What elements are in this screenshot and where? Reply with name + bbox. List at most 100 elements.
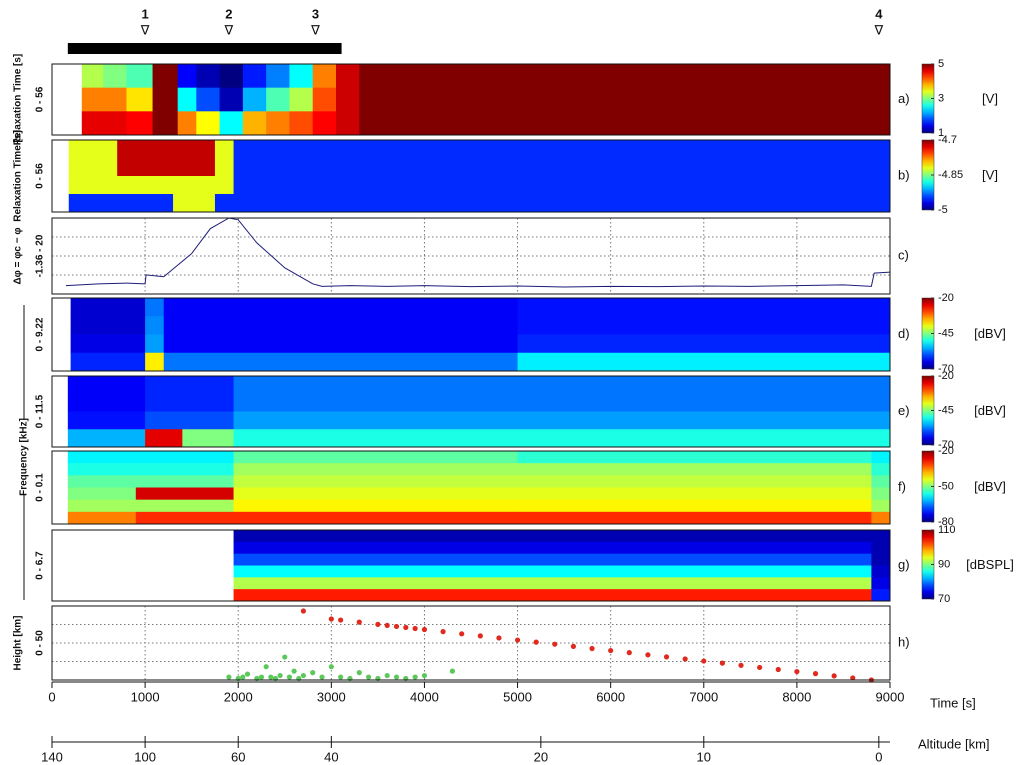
heatmap-cell [233,541,872,555]
heatmap-cell [335,87,360,112]
range-label: 0 - 11.5 [35,394,46,428]
scatter-point [277,672,283,679]
heatmap-cell [173,158,216,177]
heatmap-cell [152,87,179,112]
scatter-point [514,637,521,643]
event-label: 4 [875,6,883,21]
heatmap-cell [312,87,337,112]
heatmap-cell [517,463,872,476]
heatmap-cell [67,475,137,488]
colorbar-tick-label: -70 [938,439,954,451]
range-label: 0 - 56 [35,163,46,189]
heatmap-cell [67,429,146,448]
heatmap-cell [182,393,235,412]
panel [52,298,891,372]
range-label: 0 - 0.1 [35,473,46,502]
scatter-point [421,626,428,633]
panel-frame [51,139,891,213]
heatmap-cell [103,64,127,89]
heatmap-cell [289,64,314,89]
y-axis-label: Height [km] [13,616,24,671]
heatmap-cell [145,352,165,372]
heatmap-cell [871,487,891,501]
range-label: -1.36 - 20 [35,234,46,277]
scatter-point [319,674,325,680]
scatter-point [291,668,297,674]
unit-label: [V] [982,167,998,182]
heatmap-cell [517,352,891,372]
x-tick-label: 0 [48,689,55,704]
heatmap-cell [67,487,137,501]
heatmap-cell [177,87,197,112]
scatter-point [310,670,316,676]
scatter-point [589,645,595,652]
heatmap-cell [312,111,337,136]
heatmap-cell [67,451,137,464]
panel-background [52,218,890,294]
colorbar-tick-label: 90 [938,558,950,570]
x-tick-label: 1000 [131,689,160,704]
panel-label: d) [898,326,910,341]
panel-frame [51,529,891,602]
heatmap-cell [359,87,891,112]
heatmap-cell [126,64,154,89]
scatter-point [663,654,670,660]
heatmap-cell [233,376,891,395]
colorbar-tick-label: -20 [938,292,954,304]
event-label: 3 [312,6,319,21]
heatmap-cell [214,158,235,177]
heatmap-cell [67,463,137,476]
event-label: 1 [141,6,148,21]
colorbar-tick-label: 70 [938,593,950,605]
heatmap-cell [871,541,891,555]
colorbar-tick-label: 5 [938,58,944,70]
heatmap-cell [359,111,891,136]
scatter-point [701,658,707,664]
heatmap-cell [68,194,118,213]
unit-label: [dBSPL] [966,557,1014,572]
heatmap-cell [70,334,146,354]
scatter-point [831,673,837,679]
altitude-tick-label: 40 [324,749,338,764]
heatmap-cell [312,64,337,89]
heatmap-cell [173,176,216,195]
panel [52,217,891,294]
colorbar-tick-label: -4.7 [938,134,957,146]
heatmap-cell [68,158,118,177]
scatter-point [757,664,763,671]
heatmap-cell [233,475,519,488]
range-label: 0 - 50 [35,630,46,656]
panel-frame [51,297,891,372]
event-marker: ∇ [310,22,320,37]
unit-label: [dBV] [974,326,1006,341]
altitude-axis-label: Altitude [km] [918,736,990,751]
heatmap-cell [117,158,174,177]
colorbar-tick-label: -80 [938,516,954,528]
heatmap-cell [871,530,891,543]
scatter-point [356,619,362,625]
panel-label: a) [898,91,910,106]
heatmap-cell [152,111,179,136]
colorbar-tick-label: -45 [938,404,954,416]
scatter-point [226,674,232,680]
heatmap-cell [173,140,216,159]
heatmap-cell [871,499,891,513]
scatter-point [393,623,400,630]
unit-label: [V] [982,91,998,106]
heatmap-cell [214,176,235,195]
scatter-point [459,631,465,637]
heatmap-cell [335,111,360,136]
heatmap-cell [67,511,137,525]
heatmap-cell [233,158,891,177]
scatter-point [850,675,856,681]
heatmap-cell [214,194,235,213]
scatter-point [552,641,558,647]
scatter-point [608,647,614,654]
unit-label: [dBV] [974,403,1006,418]
heatmap-cell [163,352,519,372]
scatter-point [240,674,246,680]
scatter-point [384,672,390,679]
frequency-label: Frequency [kHz] [19,418,30,496]
heatmap-cell [135,451,235,464]
